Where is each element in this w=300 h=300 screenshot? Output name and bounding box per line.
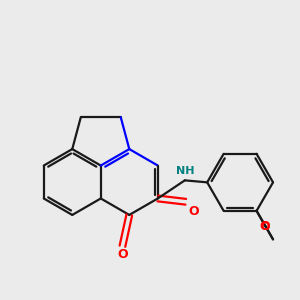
Text: O: O bbox=[188, 205, 199, 218]
Text: O: O bbox=[117, 248, 128, 262]
Text: O: O bbox=[261, 221, 270, 232]
Text: O: O bbox=[260, 220, 270, 232]
Text: NH: NH bbox=[176, 166, 195, 176]
